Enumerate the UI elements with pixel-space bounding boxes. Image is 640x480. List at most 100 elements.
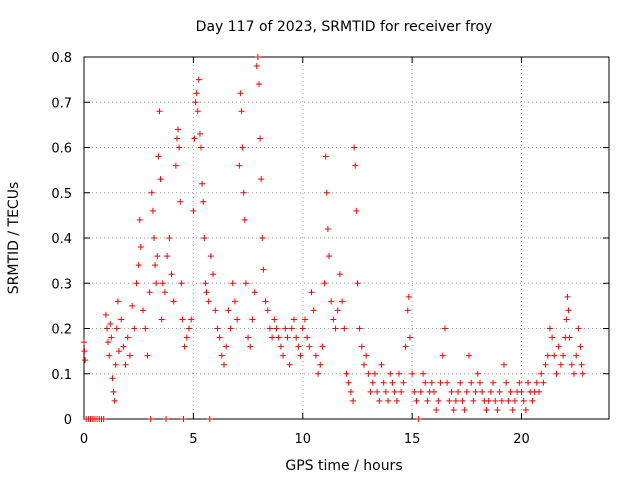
data-point [324, 225, 331, 232]
data-point [293, 334, 300, 341]
data-point [319, 343, 326, 350]
data-point [507, 388, 514, 395]
data-point [288, 325, 295, 332]
data-point [468, 379, 475, 386]
data-point [135, 262, 142, 269]
data-point [351, 144, 358, 151]
data-point [411, 388, 418, 395]
data-point [546, 325, 553, 332]
data-point [242, 280, 249, 287]
data-point [238, 108, 245, 115]
data-point [323, 189, 330, 196]
data-point [286, 361, 293, 368]
data-point [385, 397, 392, 404]
data-point [249, 316, 256, 323]
data-point [466, 352, 472, 359]
data-point [201, 235, 208, 241]
data-point [463, 388, 470, 395]
data-point [577, 343, 584, 350]
data-point [116, 348, 122, 355]
y-tick-label: 0 [64, 413, 72, 428]
data-point [177, 198, 184, 205]
data-point [108, 334, 115, 341]
data-point [304, 334, 311, 341]
data-point [266, 325, 273, 332]
data-point [557, 361, 564, 368]
data-point [405, 293, 412, 300]
data-point [571, 370, 577, 377]
data-point [389, 379, 396, 386]
data-point [424, 397, 431, 404]
data-point [258, 176, 265, 183]
data-point [229, 280, 236, 287]
data-point [114, 298, 121, 305]
data-point [118, 316, 125, 323]
data-point [113, 325, 120, 332]
data-point [417, 388, 424, 395]
data-point [158, 316, 165, 323]
data-point [321, 280, 328, 287]
data-point [365, 370, 372, 377]
grid [84, 57, 609, 419]
data-point [225, 307, 232, 314]
data-point [111, 397, 118, 404]
data-point [237, 90, 244, 97]
data-point [166, 235, 173, 241]
data-point [259, 235, 266, 241]
x-axis-label: GPS time / hours [285, 458, 402, 474]
data-point [216, 334, 223, 341]
data-point [271, 316, 278, 323]
data-point [501, 361, 507, 368]
data-point [146, 289, 153, 296]
data-point [455, 388, 462, 395]
data-point [490, 379, 497, 386]
data-point [164, 253, 171, 260]
data-point [251, 289, 258, 296]
data-point [575, 325, 582, 332]
data-point [472, 388, 479, 395]
data-point [196, 130, 203, 137]
data-point [190, 207, 197, 214]
data-point [393, 397, 400, 404]
data-point [156, 108, 163, 115]
axis-ticks: 0 0.1 0.2 0.3 0.4 0.5 0.6 0.7 0.8 0 5 10 15 20 [51, 51, 609, 447]
data-point [147, 416, 154, 422]
data-point [136, 216, 143, 223]
data-point [107, 320, 114, 327]
data-point [133, 280, 140, 287]
data-point [291, 316, 297, 323]
data-point [350, 397, 357, 404]
data-point [564, 293, 571, 300]
data-point [218, 352, 225, 359]
data-point [129, 302, 136, 309]
data-point [396, 370, 402, 377]
data-point [352, 162, 359, 169]
data-point [103, 325, 110, 332]
data-point [431, 388, 437, 395]
data-point [382, 388, 389, 395]
data-point [353, 207, 360, 214]
data-point [525, 379, 532, 386]
data-point [256, 81, 262, 88]
data-point [131, 325, 138, 332]
data-point [369, 379, 376, 386]
data-point [122, 361, 129, 368]
data-point [341, 325, 348, 332]
data-point [221, 361, 227, 368]
data-point [459, 397, 466, 404]
data-point [179, 316, 186, 323]
data-point [112, 361, 119, 368]
data-point [339, 298, 346, 305]
data-point [240, 189, 247, 196]
data-point [371, 370, 378, 377]
data-point [227, 325, 234, 332]
data-point [301, 316, 308, 323]
data-point [439, 352, 446, 359]
data-point [159, 280, 166, 287]
y-tick-label: 0.4 [51, 232, 72, 247]
data-point [415, 416, 422, 422]
data-point [310, 307, 317, 314]
data-point [461, 406, 468, 413]
data-point [260, 266, 267, 273]
